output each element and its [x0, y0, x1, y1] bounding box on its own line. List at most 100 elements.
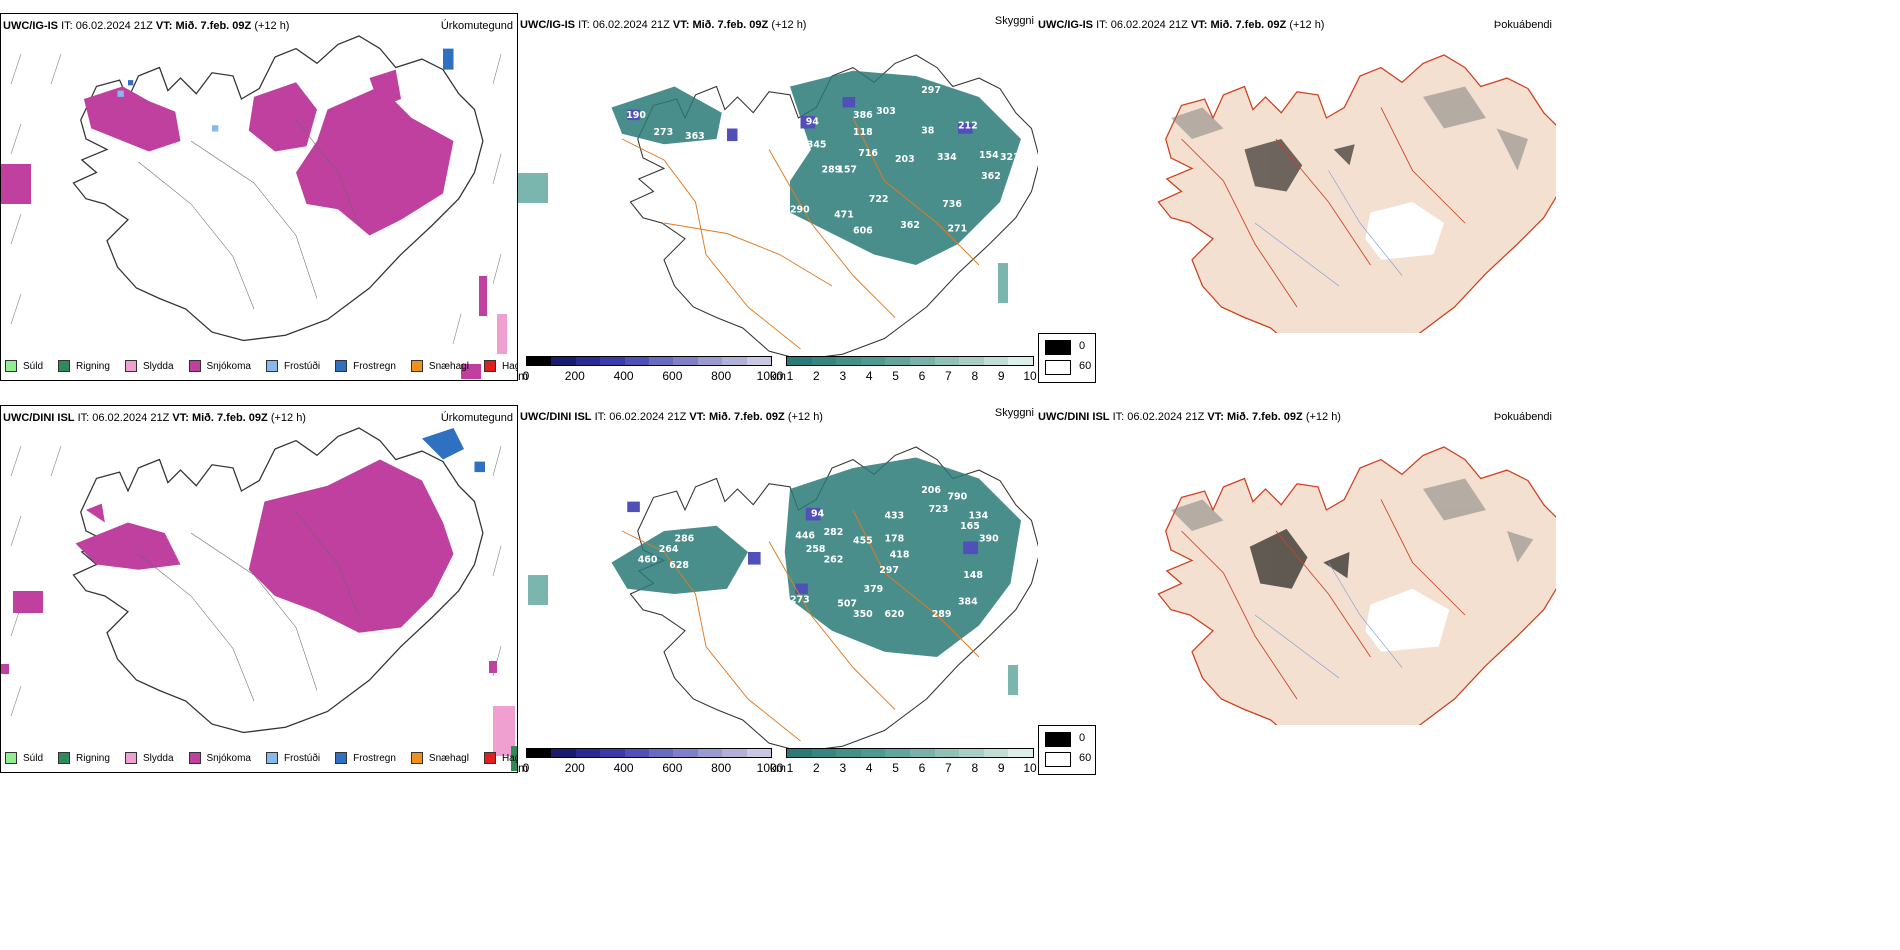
svg-text:203: 203 — [895, 154, 915, 165]
svg-text:723: 723 — [929, 504, 949, 515]
visibility-panel-bottom: 122 94 282 446 455 258 262 433 206 790 723 165 1… — [518, 405, 1038, 773]
fog-map-bottom — [1157, 446, 1556, 725]
svg-text:282: 282 — [824, 527, 844, 538]
svg-text:190: 190 — [626, 110, 646, 121]
legend-item: Snjókoma — [188, 360, 251, 372]
svg-text:433: 433 — [885, 510, 905, 521]
legend-item: Frostregn — [335, 752, 396, 764]
fog-header-bottom: UWC/DINI ISL IT: 06.02.2024 21Z VT: Mið.… — [1038, 411, 1341, 423]
svg-text:334: 334 — [937, 152, 957, 163]
svg-text:386: 386 — [853, 110, 873, 121]
legend-item: Snjókoma — [188, 752, 251, 764]
precip-map-bottom — [1, 427, 517, 771]
legend-swatch — [335, 752, 348, 764]
svg-text:379: 379 — [864, 584, 884, 595]
svg-text:178: 178 — [885, 534, 905, 545]
precip-panel-top: UWC/IG-IS IT: 06.02.2024 21Z VT: Mið. 7.… — [0, 13, 518, 381]
svg-text:297: 297 — [921, 85, 941, 96]
colorbar-km-bottom — [786, 748, 1034, 758]
svg-text:289: 289 — [932, 609, 952, 620]
legend-swatch — [483, 752, 496, 764]
svg-text:94: 94 — [806, 116, 820, 127]
svg-text:363: 363 — [685, 131, 705, 142]
legend-item: Snæhagl — [410, 752, 469, 764]
svg-text:716: 716 — [858, 148, 878, 159]
svg-text:212: 212 — [958, 120, 978, 131]
legend-swatch — [58, 752, 71, 764]
fog-title-top: Þokuábendi — [1493, 19, 1552, 31]
svg-text:384: 384 — [958, 597, 978, 608]
colorbar-m-top — [526, 356, 772, 366]
fog-panel-bottom: UWC/DINI ISL IT: 06.02.2024 21Z VT: Mið.… — [1036, 405, 1556, 725]
fog-legend-bottom: 0 60 — [1038, 725, 1096, 775]
svg-text:350: 350 — [853, 609, 873, 620]
legend-swatch — [265, 752, 278, 764]
precip-title-bottom: Úrkomutegund — [440, 412, 513, 424]
legend-item: Frostúði — [265, 360, 320, 372]
svg-text:123: 123 — [743, 139, 763, 150]
svg-text:154: 154 — [979, 150, 999, 161]
svg-text:134: 134 — [969, 510, 989, 521]
fog-title-bottom: Þokuábendi — [1493, 411, 1552, 423]
svg-text:790: 790 — [948, 492, 968, 503]
legend-swatch — [483, 360, 496, 372]
svg-text:165: 165 — [960, 521, 980, 532]
svg-text:321: 321 — [1000, 152, 1020, 163]
legend-item: Slydda — [124, 360, 174, 372]
legend-item: Súld — [5, 360, 43, 372]
precip-panel-bottom: UWC/DINI ISL IT: 06.02.2024 21Z VT: Mið.… — [0, 405, 518, 773]
legend-item: Frostúði — [265, 752, 320, 764]
colorbar-km-unit-top: km — [770, 369, 786, 381]
precip-title-top: Úrkomutegund — [440, 20, 513, 32]
fog-legend-black — [1045, 340, 1071, 355]
svg-text:362: 362 — [900, 220, 920, 231]
svg-text:446: 446 — [795, 530, 815, 541]
legend-item: Rigning — [58, 752, 110, 764]
svg-text:390: 390 — [979, 534, 999, 545]
svg-text:736: 736 — [942, 199, 962, 210]
svg-text:620: 620 — [885, 609, 905, 620]
precip-header-bottom: UWC/DINI ISL IT: 06.02.2024 21Z VT: Mið.… — [3, 412, 306, 424]
colorbar-km-unit-bottom: km — [770, 761, 786, 773]
fog-legend-white — [1045, 360, 1071, 375]
fog-legend-top: 0 60 — [1038, 333, 1096, 383]
svg-text:289: 289 — [822, 165, 842, 176]
svg-text:455: 455 — [853, 536, 873, 547]
svg-text:273: 273 — [654, 127, 674, 138]
precip-legend-top: Súld Rigning Slydda Snjókoma Frostúði Fr… — [5, 360, 517, 372]
svg-text:722: 722 — [869, 194, 889, 205]
fog-legend-white — [1045, 752, 1071, 767]
visibility-title-bottom: Skyggni — [994, 407, 1034, 419]
legend-swatch — [188, 752, 201, 764]
visibility-header-top: UWC/IG-IS IT: 06.02.2024 21Z VT: Mið. 7.… — [520, 19, 807, 31]
svg-text:628: 628 — [669, 560, 689, 571]
svg-text:959: 959 — [738, 157, 758, 168]
legend-swatch — [5, 360, 17, 372]
fog-legend-black — [1045, 732, 1071, 747]
svg-text:471: 471 — [834, 210, 854, 221]
legend-swatch — [5, 752, 17, 764]
svg-text:94: 94 — [811, 508, 825, 519]
legend-item: Súld — [5, 752, 43, 764]
svg-text:148: 148 — [963, 570, 983, 581]
svg-text:38: 38 — [921, 126, 934, 137]
legend-item: Frostregn — [335, 360, 396, 372]
legend-item: Snæhagl — [410, 360, 469, 372]
precip-header-top: UWC/IG-IS IT: 06.02.2024 21Z VT: Mið. 7.… — [3, 20, 290, 32]
legend-swatch — [188, 360, 201, 372]
fog-panel-top: UWC/IG-IS IT: 06.02.2024 21Z VT: Mið. 7.… — [1036, 13, 1556, 333]
legend-swatch — [410, 752, 423, 764]
svg-text:262: 262 — [824, 555, 844, 566]
svg-text:122: 122 — [762, 510, 782, 521]
visibility-title-top: Skyggni — [994, 15, 1034, 27]
precip-map-top — [1, 35, 507, 379]
svg-text:264: 264 — [659, 544, 679, 555]
legend-item: Haglél — [483, 752, 517, 764]
svg-text:290: 290 — [790, 204, 810, 215]
legend-item: Haglél — [483, 360, 517, 372]
legend-item: Slydda — [124, 752, 174, 764]
svg-text:258: 258 — [806, 544, 826, 555]
svg-text:418: 418 — [890, 549, 910, 560]
svg-text:206: 206 — [921, 485, 941, 496]
